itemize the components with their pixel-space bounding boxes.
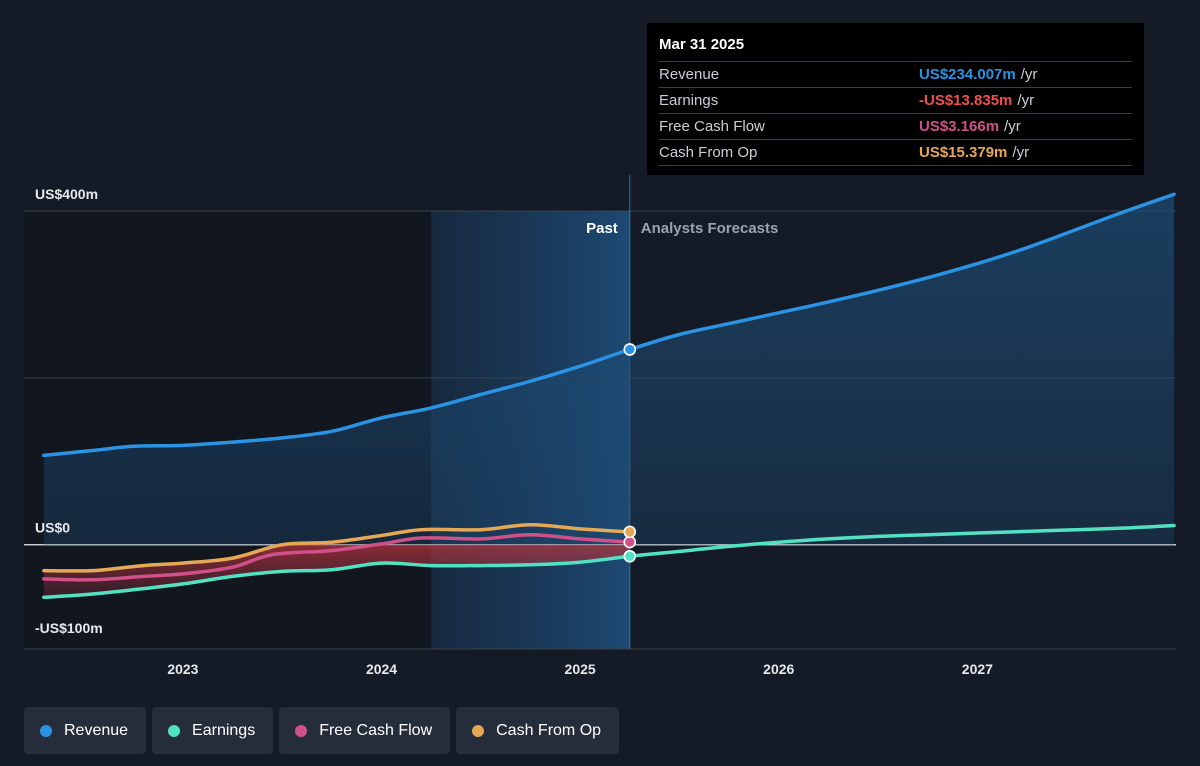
free-cash-flow-line	[42, 532, 632, 582]
tooltip-unit: /yr	[1020, 66, 1038, 83]
cash-from-op-line	[42, 522, 632, 573]
tooltip-value: US$15.379m	[919, 144, 1008, 161]
legend-item-free-cash-flow[interactable]: Free Cash Flow	[279, 707, 451, 754]
cash-from-op-marker	[623, 525, 637, 539]
revenue-area	[43, 194, 1175, 545]
legend-item-revenue[interactable]: Revenue	[24, 707, 147, 754]
tooltip-value: -US$13.835m	[919, 92, 1013, 109]
legend-item-cash-from-op[interactable]: Cash From Op	[456, 707, 620, 754]
legend: Revenue Earnings Free Cash Flow Cash Fro…	[24, 707, 620, 754]
tooltip-unit: /yr	[1017, 92, 1035, 109]
tooltip-unit: /yr	[1012, 144, 1030, 161]
earnings-marker	[623, 549, 637, 563]
region-label-forecast: Analysts Forecasts	[641, 220, 779, 237]
x-tick-label: 2025	[565, 661, 596, 677]
legend-label: Earnings	[192, 721, 256, 739]
tooltip-label: Cash From Op	[659, 144, 758, 161]
y-axis-label: US$0	[35, 520, 70, 536]
legend-label: Revenue	[64, 721, 129, 739]
tooltip-row-revenue: Revenue US$234.007m /yr	[659, 61, 1132, 87]
tooltip-row-free-cash-flow: Free Cash Flow US$3.166m /yr	[659, 113, 1132, 139]
x-tick-label: 2027	[962, 661, 993, 677]
tooltip-row-earnings: Earnings -US$13.835m /yr	[659, 87, 1132, 113]
tooltip-unit: /yr	[1004, 118, 1021, 135]
x-tick-label: 2024	[366, 661, 397, 677]
legend-dot-icon	[40, 724, 52, 737]
tooltip: Mar 31 2025 Revenue US$234.007m /yr Earn…	[647, 23, 1144, 175]
tooltip-value: US$234.007m	[919, 66, 1016, 83]
x-tick-label: 2026	[763, 661, 794, 677]
legend-dot-icon	[472, 724, 485, 737]
tooltip-label: Revenue	[659, 66, 720, 83]
x-tick-label: 2023	[167, 661, 198, 677]
region-label-past: Past	[586, 220, 618, 237]
legend-dot-icon	[168, 724, 181, 737]
revenue-line	[42, 192, 1176, 458]
y-axis-label: US$400m	[35, 186, 98, 202]
legend-label: Free Cash Flow	[319, 721, 433, 739]
legend-label: Cash From Op	[496, 721, 602, 739]
y-axis-label: -US$100m	[35, 620, 103, 636]
negative-area	[43, 543, 630, 598]
earnings-line	[42, 523, 1176, 600]
revenue-marker	[623, 343, 637, 356]
tooltip-label: Earnings	[659, 92, 719, 109]
free-cash-flow-marker	[623, 535, 637, 549]
tooltip-date: Mar 31 2025	[659, 36, 745, 53]
tooltip-value: US$3.166m	[919, 118, 1000, 135]
legend-item-earnings[interactable]: Earnings	[152, 707, 274, 754]
legend-dot-icon	[295, 724, 308, 737]
tooltip-label: Free Cash Flow	[659, 118, 765, 135]
tooltip-row-cash-from-op: Cash From Op US$15.379m /yr	[659, 139, 1132, 166]
chart-area: Past Analysts Forecasts US$400m US$0 -US$100…	[24, 175, 1176, 677]
